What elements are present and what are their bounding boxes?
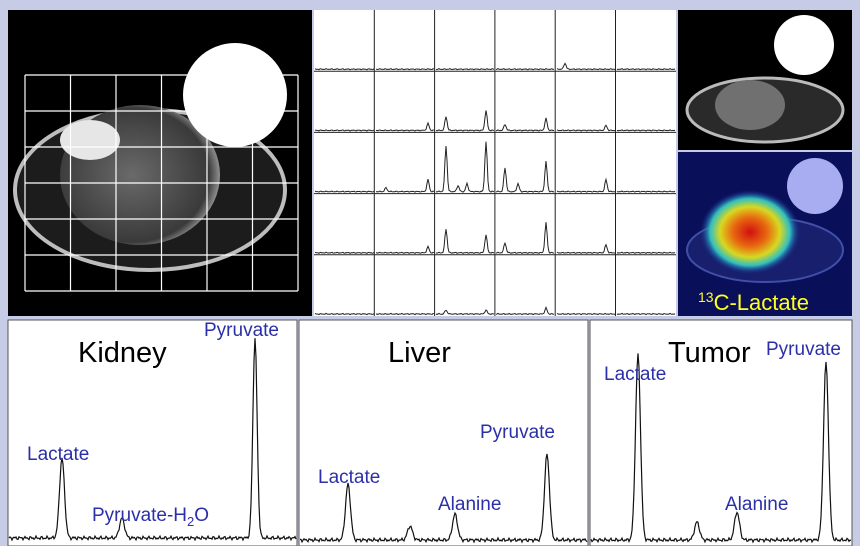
- superscript: 13: [698, 289, 714, 305]
- peak-label: Pyruvate: [204, 320, 279, 341]
- voxel-spectrum: [496, 69, 554, 70]
- subscript: 2: [187, 514, 194, 529]
- peak-label: Alanine: [725, 494, 788, 515]
- figure: 13C-Lactate Kidney Pyruvate Lactate Pyru…: [0, 0, 860, 546]
- overlay-label: 13C-Lactate: [698, 289, 809, 315]
- lactate-overlay-image: 13C-Lactate: [678, 152, 852, 316]
- mri-grid-panel: [8, 10, 312, 316]
- peak-label: Lactate: [604, 364, 666, 385]
- peak-label: Alanine: [438, 494, 501, 515]
- spectral-grid-panel: [314, 10, 676, 316]
- peak-label: Pyruvate: [766, 339, 841, 360]
- panel-title: Tumor: [668, 337, 751, 369]
- peak-label: Lactate: [318, 467, 380, 488]
- panel-title: Liver: [388, 337, 451, 369]
- panel-title: Kidney: [78, 337, 167, 369]
- peak-label: Lactate: [27, 444, 89, 465]
- peak-label: Pyruvate: [480, 422, 555, 443]
- anatomy-image: [678, 10, 852, 150]
- label-text: C-Lactate: [714, 290, 809, 315]
- label-part: O: [194, 505, 209, 526]
- label-part: Pyruvate-H: [92, 505, 187, 526]
